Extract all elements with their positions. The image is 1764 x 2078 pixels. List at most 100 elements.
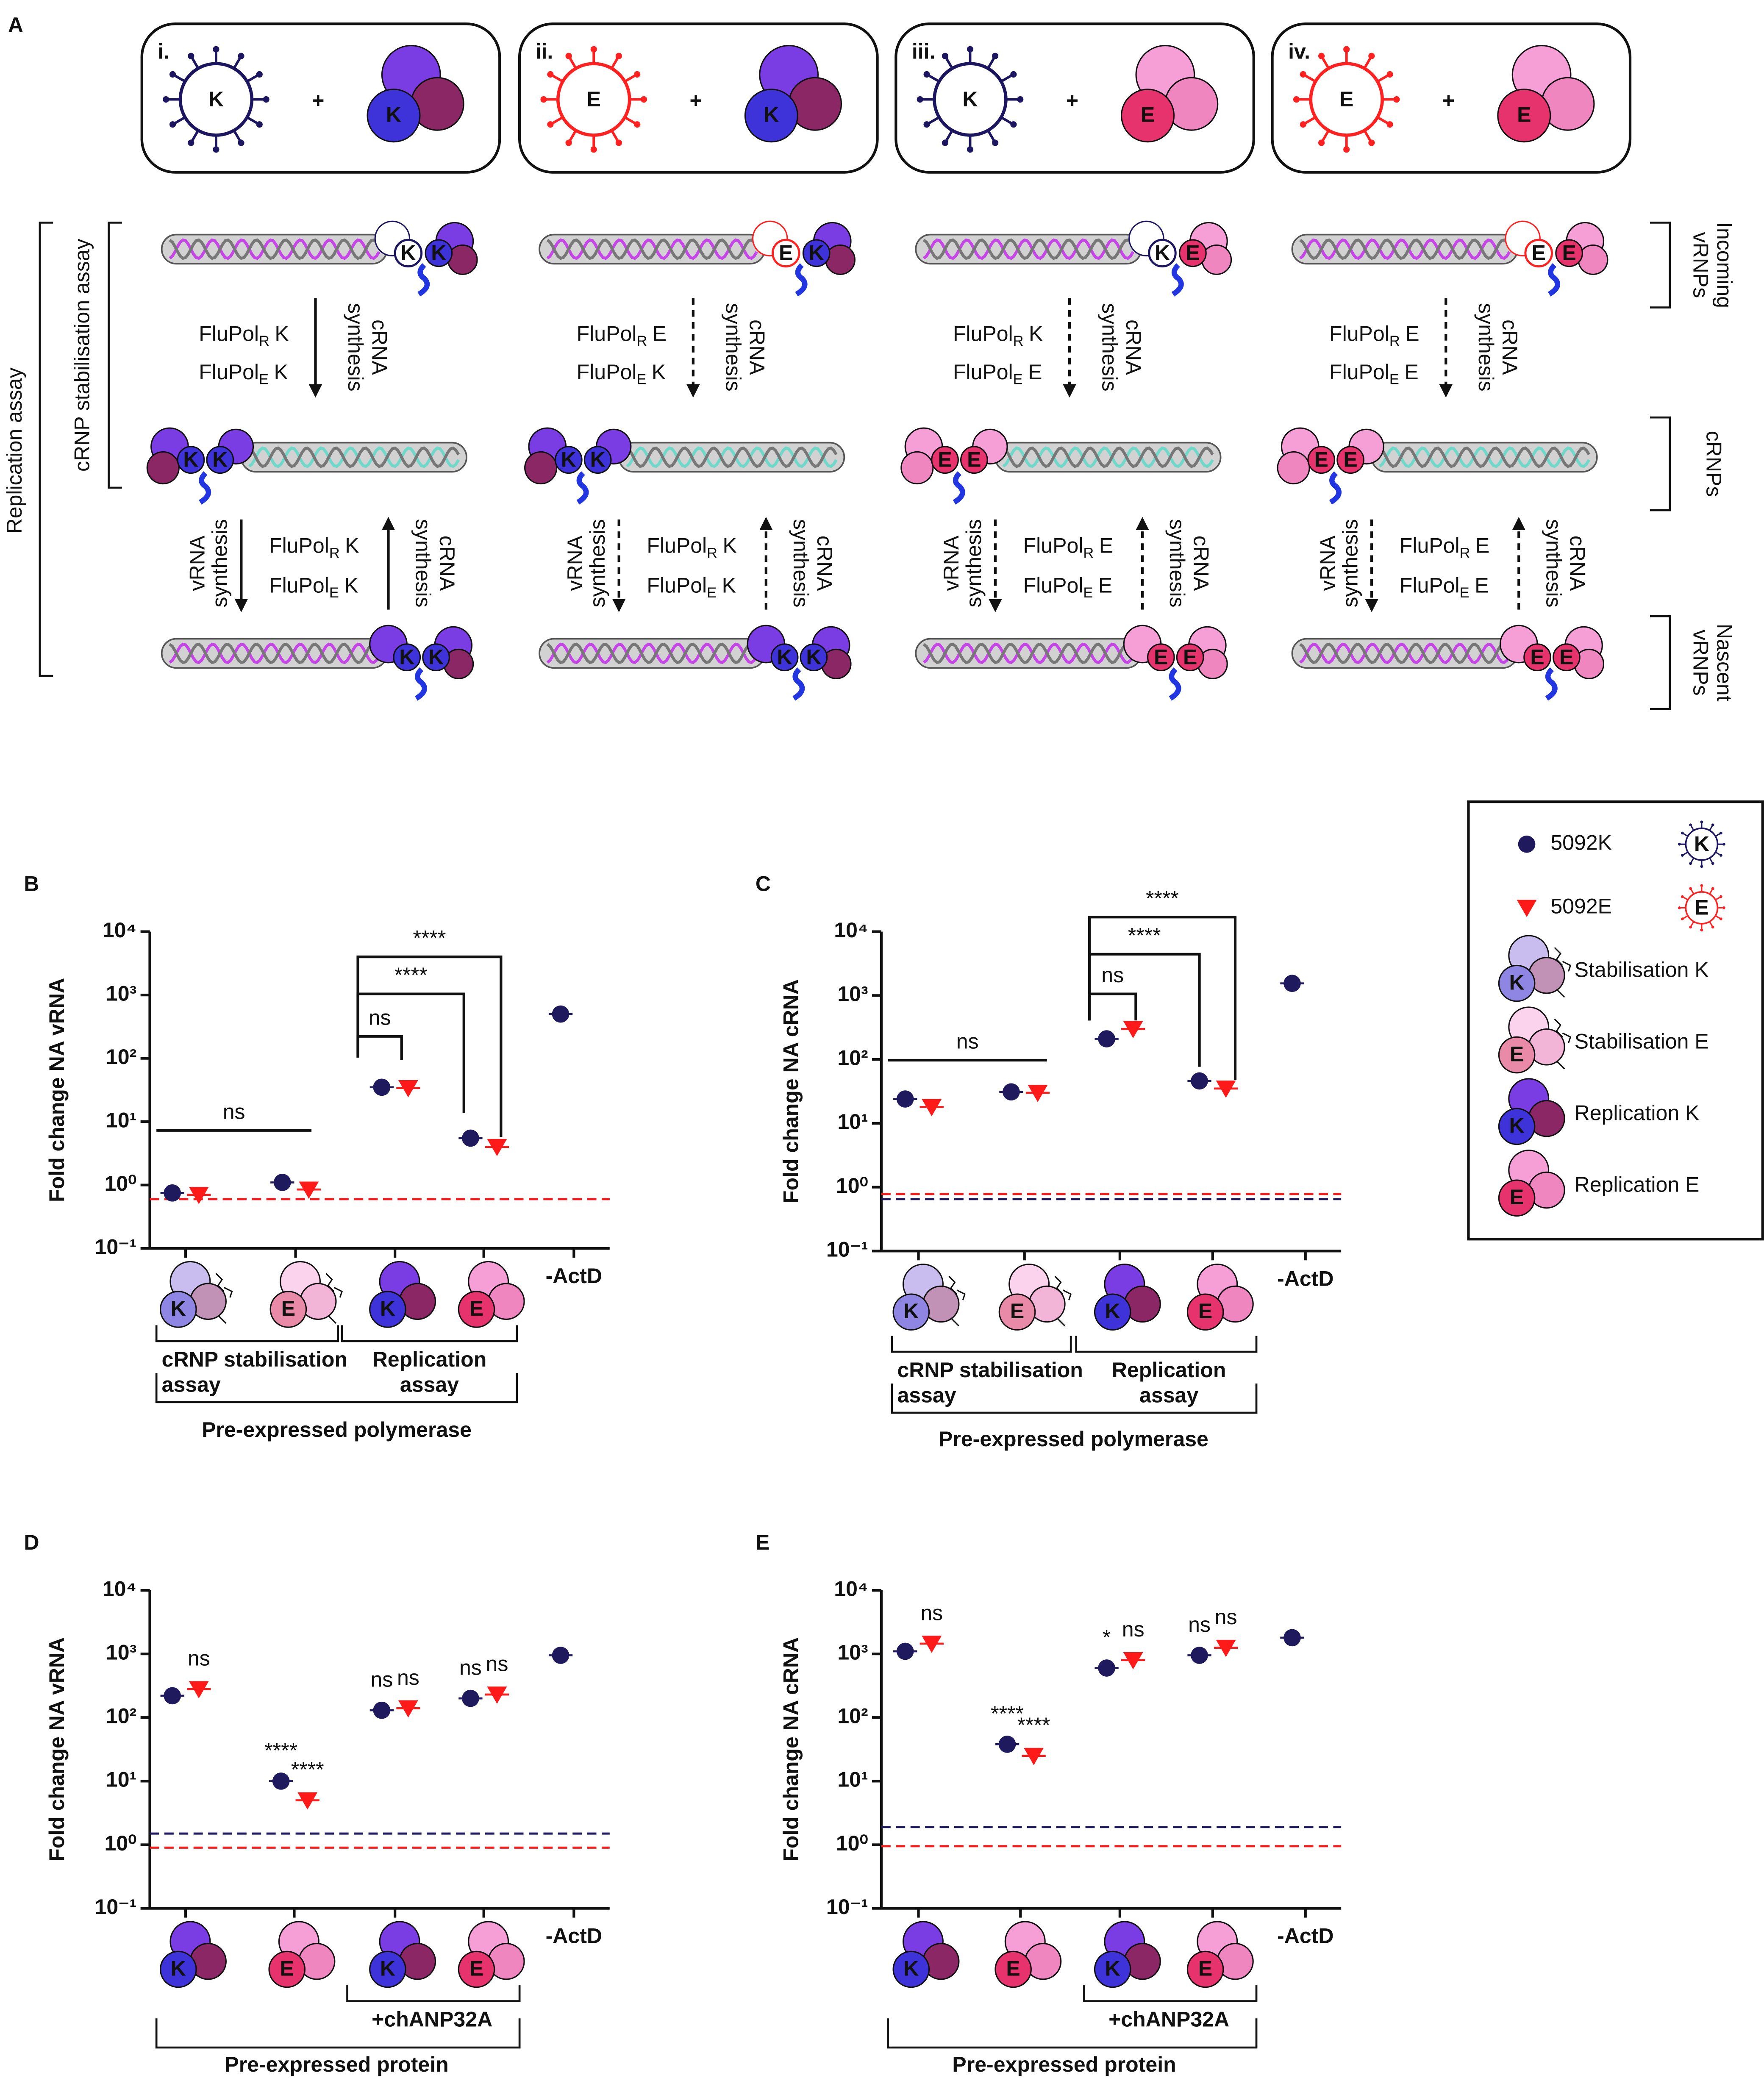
flupol-name: FluPol (1329, 322, 1389, 345)
y-tick-label: 10⁻¹ (826, 1238, 868, 1261)
protein-subunit (892, 1950, 930, 1988)
flupol-letter: E (1028, 360, 1042, 384)
flupol-letter: K (652, 360, 666, 384)
polymerase-letter: K (1155, 241, 1170, 265)
protein-subunit (995, 1950, 1032, 1988)
virus-spike (1000, 116, 1012, 124)
group-bracket (891, 1336, 1072, 1353)
virus-spike-head (540, 96, 547, 103)
group-bracket (155, 2018, 521, 2049)
virus-spike (1715, 915, 1720, 919)
significance-label: ns (459, 1656, 482, 1680)
polymerase-core (1148, 239, 1177, 268)
virus-spike (1709, 825, 1713, 831)
significance-label: ns (188, 1647, 210, 1670)
polymerase-tail (417, 263, 430, 297)
flupol-subscript: E (1083, 585, 1093, 601)
significance-label: **** (1017, 1713, 1050, 1737)
y-tick-label: 10⁻¹ (95, 1235, 137, 1258)
flupol-subscript: E (1460, 585, 1470, 601)
virus-spike-head (634, 71, 641, 78)
rna-backbone (539, 638, 766, 669)
y-tick-label: 10¹ (837, 1768, 868, 1792)
flupol-subscript: R (1083, 545, 1094, 561)
rna-strand (248, 446, 460, 468)
y-axis-label: Fold change NA vRNA (45, 978, 69, 1202)
virus-spike-head (615, 53, 622, 59)
protein-letter: K (1509, 970, 1525, 994)
flupol-letter: E (1099, 534, 1113, 558)
significance-label: ns (1122, 1617, 1145, 1641)
group-footer: Pre-expressed protein (225, 2053, 448, 2076)
virus-spike (1363, 130, 1371, 141)
group-label: cRNP stabilisation (162, 1347, 347, 1371)
virus-spike (928, 75, 940, 83)
rna-strand (1299, 642, 1511, 664)
y-tick-label: 10³ (106, 981, 136, 1005)
virus-spike (1690, 825, 1695, 831)
row-label: Incoming (1713, 222, 1736, 308)
virus-spike-head (923, 121, 930, 128)
virus-spike (610, 58, 619, 69)
polymerase-tail (576, 471, 589, 505)
virus-spike (233, 130, 241, 141)
bracket (1650, 222, 1671, 308)
significance-label: ns (1188, 1613, 1211, 1636)
group-label: assay (162, 1373, 221, 1397)
virus-spike-head (263, 96, 269, 103)
y-tick-label: 10⁻¹ (826, 1895, 868, 1919)
virus-spike-head (1711, 925, 1714, 929)
polymerase-letter: E (1559, 645, 1573, 669)
virus-spike (1000, 75, 1012, 83)
protein-subunit (1498, 1036, 1536, 1074)
virus-letter: E (587, 87, 601, 111)
polymerase-subunit (447, 244, 478, 275)
virus-spike (987, 130, 995, 141)
polymerase-tail (1169, 667, 1181, 701)
group-label: Replication (1112, 1358, 1226, 1382)
protein-tail (1554, 1018, 1572, 1070)
polymerase-letter: K (590, 448, 606, 472)
protein-letter: E (1510, 1185, 1524, 1209)
virus-spike (1322, 130, 1330, 141)
virus-spike-head (967, 46, 974, 53)
polymerase-tail (795, 263, 808, 297)
legend-label: Replication E (1575, 1172, 1700, 1196)
virus-spike (1690, 921, 1695, 927)
protein-subunit (458, 1950, 495, 1988)
flupol-label: FluPolR K (647, 534, 737, 561)
synthesis-label: cRNA (1566, 536, 1589, 591)
flupol-label: FluPolE E (1329, 360, 1419, 388)
flupol-letter: K (275, 322, 289, 345)
virus-spike-head (1689, 925, 1692, 929)
x-tick-label: -ActD (546, 1264, 602, 1288)
virus-spike-head (917, 96, 923, 103)
protein-tail (1054, 1275, 1072, 1327)
polymerase-letter: K (428, 645, 444, 669)
virus-spike-head (256, 71, 263, 78)
y-tick-label: 10¹ (106, 1108, 136, 1132)
y-tick-label: 10² (837, 1704, 868, 1728)
virus-envelope (933, 62, 1008, 137)
virus-spike-head (1010, 121, 1017, 128)
virus-spike-head (1017, 96, 1024, 103)
y-tick-label: 10⁰ (836, 1831, 868, 1855)
polymerase-core (1307, 446, 1336, 474)
rna-strand (169, 238, 381, 260)
virus-spike-head (1681, 895, 1684, 898)
polymerase-core (422, 643, 450, 672)
significance-label: ns (370, 1668, 393, 1692)
virus-spike-head (1368, 53, 1375, 59)
protein-letter: E (469, 1297, 483, 1320)
flupol-name: FluPol (647, 574, 707, 597)
comparison-label: ns (223, 1100, 245, 1123)
polymerase-core (394, 239, 423, 268)
legend-label: Stabilisation K (1575, 958, 1709, 982)
synthesis-label: synthesis (962, 519, 986, 608)
flupol-letter: E (1404, 360, 1418, 384)
bracket (1650, 615, 1671, 710)
flupol-name: FluPol (1023, 534, 1083, 558)
x-tick-label: -ActD (1277, 1267, 1333, 1290)
polymerase-letter: E (1343, 448, 1357, 472)
polymerase-subunit (1578, 244, 1608, 275)
